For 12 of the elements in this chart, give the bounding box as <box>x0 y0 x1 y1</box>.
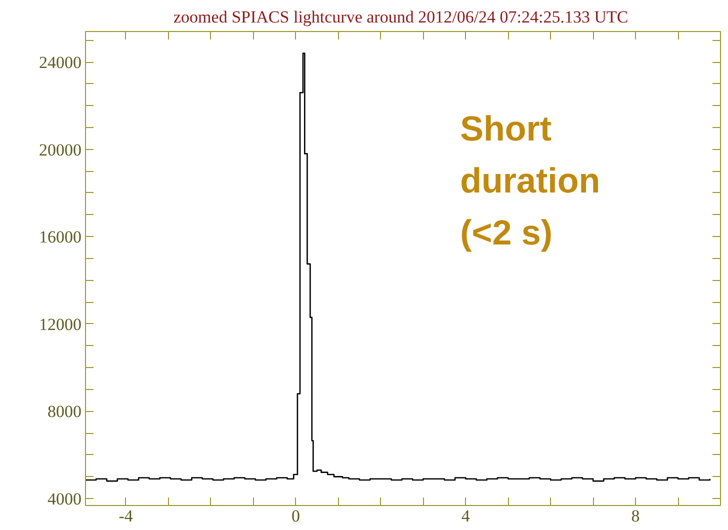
y-tick-label: 4000 <box>48 490 82 509</box>
chart-title: zoomed SPIACS lightcurve around 2012/06/24 07:24:25.133 UTC <box>174 8 628 26</box>
y-tick-label: 20000 <box>39 140 82 160</box>
annotation: Short duration (<2 s) <box>460 110 600 252</box>
x-tick-label: 8 <box>631 506 640 526</box>
x-tick-label: 4 <box>461 506 470 526</box>
y-tick-label: 8000 <box>48 402 82 422</box>
x-tick-label: 0 <box>292 506 300 526</box>
y-tick-label: 24000 <box>39 53 82 72</box>
y-tick-label: 12000 <box>39 314 82 334</box>
x-tick-label: -4 <box>118 506 134 526</box>
y-tick-label: 16000 <box>39 228 82 247</box>
